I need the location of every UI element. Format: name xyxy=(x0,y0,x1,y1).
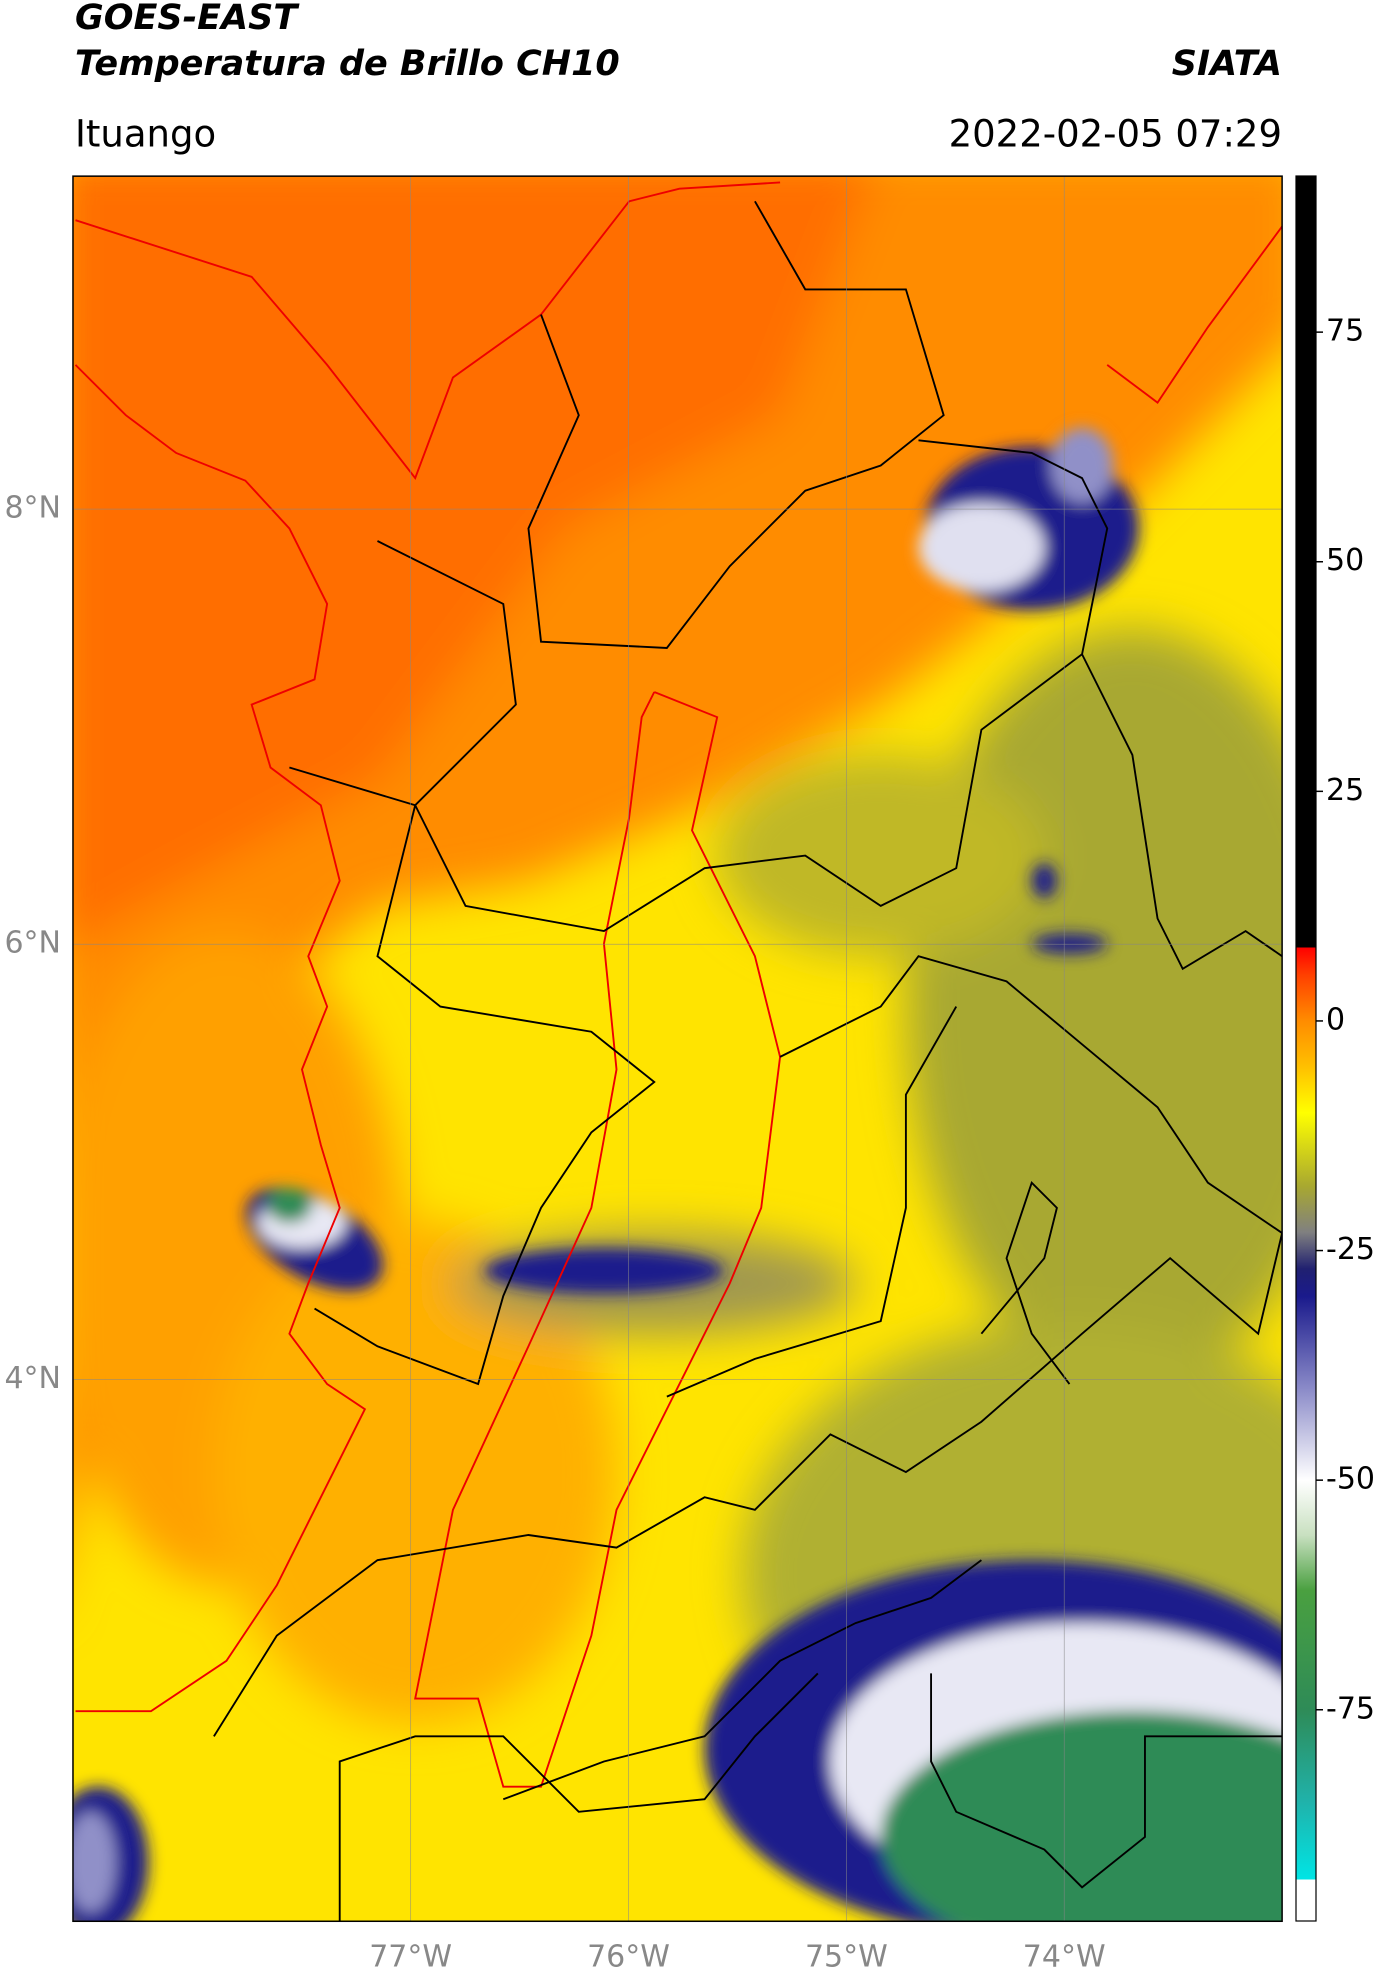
location: Ituango xyxy=(75,113,216,156)
map-image xyxy=(72,175,1283,1923)
colorbar-tick-label: -50 xyxy=(1326,1462,1375,1497)
lon-tick-label: 74°W xyxy=(1023,1940,1106,1975)
colorbar-tick-label: -25 xyxy=(1326,1232,1375,1267)
grid xyxy=(72,176,1283,1922)
colorbar-tick-label: 0 xyxy=(1326,1002,1345,1037)
title: GOES-EAST xyxy=(75,0,300,38)
subtitle: Temperatura de Brillo CH10 xyxy=(75,44,620,84)
lon-tick-label: 77°W xyxy=(369,1940,452,1975)
colorbar-tick-label: 50 xyxy=(1326,543,1364,578)
lon-tick-label: 75°W xyxy=(805,1940,888,1975)
colorbar-tick-label: 75 xyxy=(1326,314,1364,349)
lon-tick-label: 76°W xyxy=(587,1940,670,1975)
lat-tick-label: 4°N xyxy=(4,1361,61,1396)
datetime: 2022-02-05 07:29 xyxy=(949,113,1282,156)
map-frame xyxy=(72,175,1283,1923)
source: SIATA xyxy=(1172,44,1282,84)
colorbar xyxy=(1295,175,1317,1922)
lat-tick-label: 6°N xyxy=(4,926,61,961)
lat-tick-label: 8°N xyxy=(4,491,61,526)
colorbar-tick-label: 25 xyxy=(1326,773,1364,808)
colorbar-tick-label: -75 xyxy=(1326,1691,1375,1726)
